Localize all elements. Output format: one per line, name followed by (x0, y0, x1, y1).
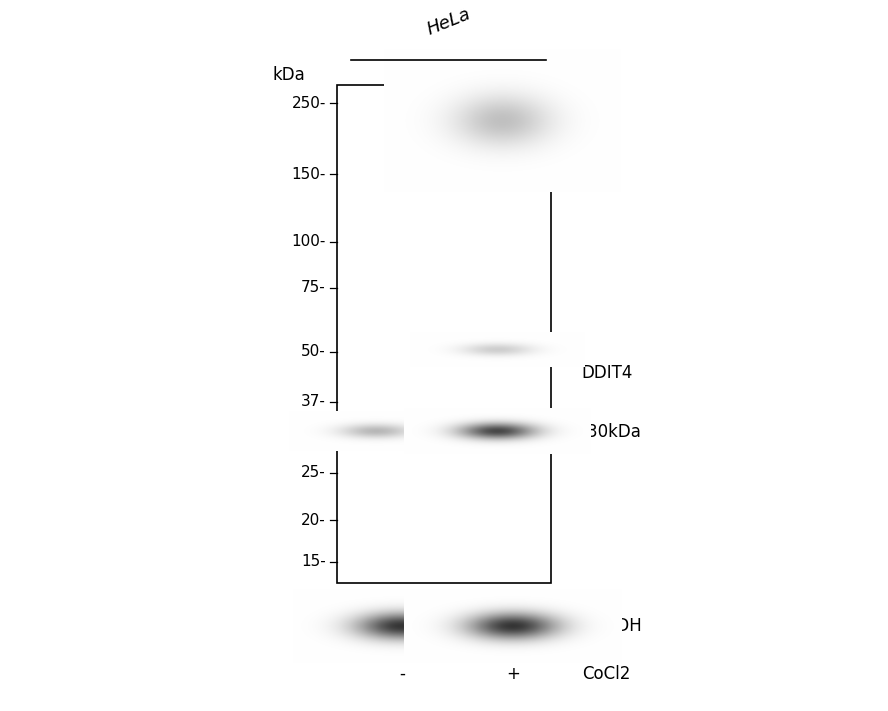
Text: -: - (400, 665, 405, 683)
Text: 75-: 75- (301, 280, 326, 296)
Text: 50-: 50- (301, 344, 326, 360)
Text: DDIT4: DDIT4 (582, 364, 633, 383)
Text: 20-: 20- (301, 513, 326, 528)
Text: 150-: 150- (291, 166, 326, 182)
Text: ~30kDa: ~30kDa (573, 422, 640, 441)
Bar (373, 601, 551, 651)
Bar (337, 85, 551, 583)
Text: CoCl2: CoCl2 (582, 665, 630, 683)
Text: kDa: kDa (273, 65, 305, 84)
Text: 15-: 15- (301, 554, 326, 570)
Text: 37-: 37- (301, 394, 326, 410)
Text: 100-: 100- (291, 234, 326, 250)
Text: 25-: 25- (301, 465, 326, 481)
Text: 250-: 250- (291, 95, 326, 111)
Text: +: + (506, 665, 520, 683)
Text: GAPDH: GAPDH (582, 616, 641, 635)
Text: HeLa: HeLa (424, 5, 473, 39)
